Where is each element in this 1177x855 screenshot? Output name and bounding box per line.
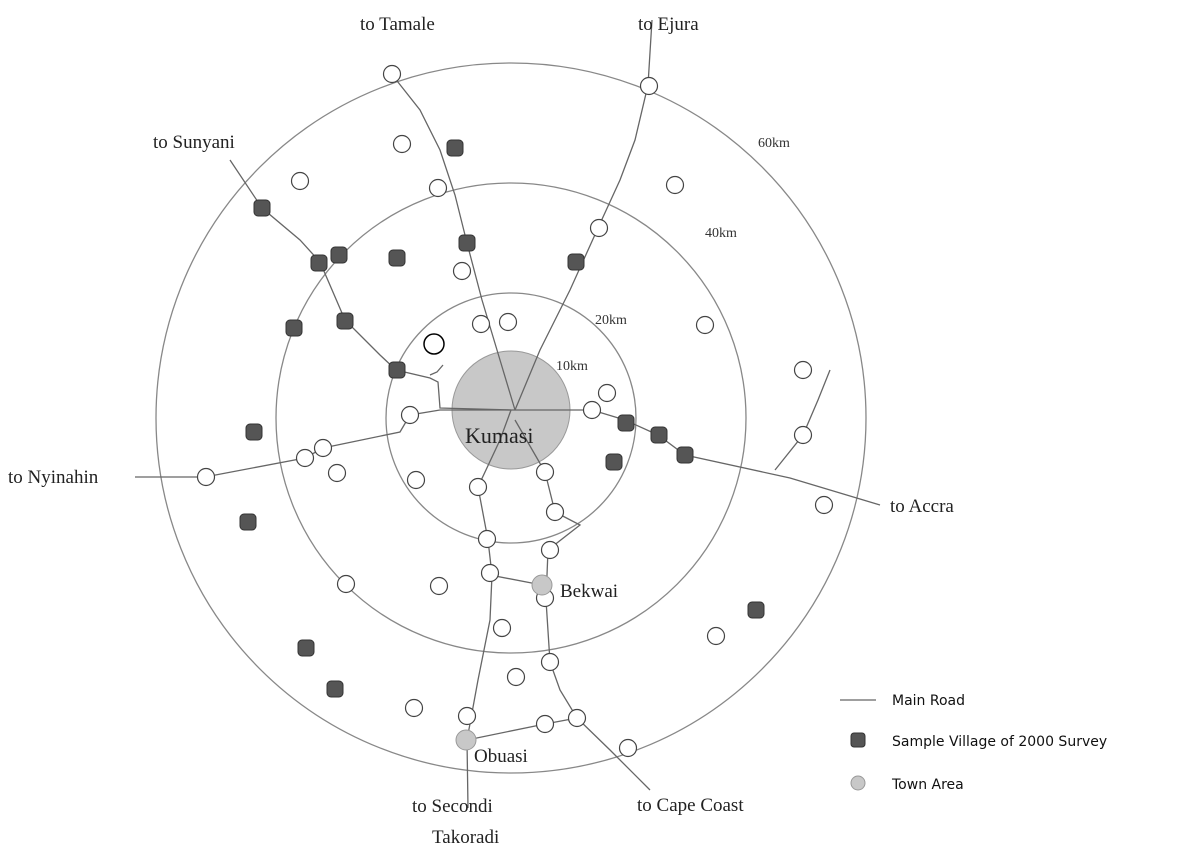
village [457,706,477,726]
village [423,333,445,355]
village [567,708,587,728]
village [406,470,426,490]
road-label: to Accra [890,496,954,517]
sample-village [310,254,328,272]
village [639,76,659,96]
obuasi-area [455,729,477,751]
village [665,175,685,195]
villages [196,64,834,758]
village [540,540,560,560]
village [793,360,813,380]
rings [155,62,867,774]
sample-village [297,639,315,657]
village [793,425,813,445]
village [428,178,448,198]
road-label: Takoradi [432,827,499,848]
ring-label: 20km [595,313,627,328]
sample-village [253,199,271,217]
ring-label: 60km [758,136,790,151]
village [452,261,472,281]
village [582,400,602,420]
road [389,71,516,411]
sample-village [285,319,303,337]
village [477,529,497,549]
road [514,19,653,411]
village [540,652,560,672]
sample-village [650,426,668,444]
village [429,576,449,596]
legend-label: Sample Village of 2000 Survey [892,734,1107,750]
village [498,312,518,332]
road [229,159,512,411]
village [400,405,420,425]
sample-village [605,453,623,471]
sample-village [458,234,476,252]
village [506,667,526,687]
sample-village [676,446,694,464]
village [545,502,565,522]
road [774,369,831,471]
road-label: to Tamale [360,14,435,35]
town-label: Bekwai [560,581,618,602]
village [618,738,638,758]
village [695,315,715,335]
legend-circle [850,775,866,791]
road-label: to Sunyani [153,132,235,153]
village [313,438,333,458]
ring-40 [275,182,747,654]
legend-square [850,732,866,748]
village [392,134,412,154]
road-label: to Ejura [638,14,699,35]
village [382,64,402,84]
village [336,574,356,594]
sample-village [747,601,765,619]
village [471,314,491,334]
sample-village [239,513,257,531]
village [492,618,512,638]
legend-label: Main Road [892,693,965,709]
village [468,477,488,497]
ring-60 [155,62,867,774]
village [535,714,555,734]
sample-village [388,249,406,267]
town-label: Kumasi [465,423,533,448]
road-label: to Secondi [412,796,493,817]
road [135,409,511,478]
ring-label: 10km [556,359,588,374]
sample-village [446,139,464,157]
legend-label: Town Area [891,777,964,793]
bekwai-area [531,574,553,596]
village [597,383,617,403]
ring-20 [385,292,637,544]
sample-village [336,312,354,330]
village [814,495,834,515]
village [404,698,424,718]
road [514,419,651,791]
village [290,171,310,191]
sample-village [330,246,348,264]
sample-village [567,253,585,271]
road [429,364,444,376]
road-label: to Cape Coast [637,795,744,816]
town-label: Obuasi [474,746,528,767]
village [327,463,347,483]
village [295,448,315,468]
village [589,218,609,238]
sample-village [245,423,263,441]
sample-village [326,680,344,698]
ring-label: 40km [705,226,737,241]
sample-village [617,414,635,432]
village [706,626,726,646]
village [196,467,216,487]
road-label: to Nyinahin [8,467,99,488]
village [535,462,555,482]
sample-village [388,361,406,379]
road [466,717,578,741]
village [480,563,500,583]
